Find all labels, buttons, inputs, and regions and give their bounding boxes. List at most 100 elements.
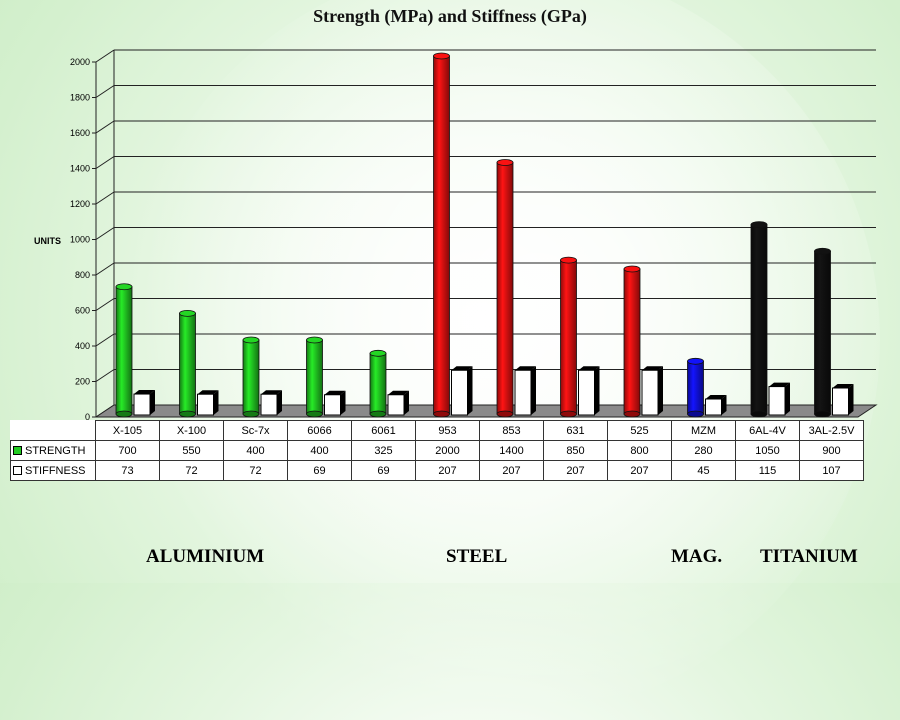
y-tick-label: 1600 (70, 128, 90, 138)
stiffness-value: 69 (351, 460, 416, 481)
strength-bar (433, 52, 450, 418)
stiffness-bar (387, 390, 409, 416)
strength-bar-base (496, 410, 514, 418)
strength-bar-base (814, 410, 831, 418)
stiffness-bar-front (387, 394, 405, 416)
category-label: X-105 (95, 420, 160, 441)
floor (94, 404, 878, 418)
stiffness-value: 69 (287, 460, 352, 481)
strength-bar-top (242, 336, 260, 344)
chart-area: 0 200 400 600 800 1000 1200 1400 1600 1800 2000 UN… (34, 49, 878, 422)
strength-bar-top (687, 357, 704, 365)
y-tick-label: 0 (85, 412, 90, 422)
strength-row-label: STRENGTH (10, 440, 96, 461)
stiffness-bar-front (197, 393, 214, 416)
stiffness-bar-front (451, 369, 468, 416)
stiffness-bar-side (658, 366, 663, 415)
strength-bar-base (369, 410, 387, 418)
strength-bar-body (306, 339, 323, 415)
strength-bar-top (115, 283, 133, 291)
strength-bar-top (750, 221, 768, 229)
stiffness-bar-front (324, 394, 341, 416)
grid-diagonal (95, 191, 115, 205)
strength-bar-body (115, 286, 133, 415)
grid-diagonal (95, 156, 115, 169)
stiffness-bar (197, 390, 219, 416)
strength-bar (306, 336, 323, 418)
stiffness-value: 45 (671, 460, 736, 481)
strength-bar-body (369, 352, 387, 415)
strength-row: STRENGTH 700 550 400 400 325 2000 1400 850 800 28… (10, 440, 864, 461)
strength-bar-body (687, 360, 704, 415)
strength-value: 1400 (479, 440, 544, 461)
strength-value: 550 (159, 440, 224, 461)
stiffness-bar (451, 366, 473, 416)
category-label: 3AL-2.5V (799, 420, 864, 441)
grid-diagonal (95, 333, 115, 347)
stiffness-bar-top (324, 390, 346, 395)
y-tick-label: 1800 (70, 93, 90, 103)
strength-value: 1050 (735, 440, 800, 461)
strength-bar (560, 256, 577, 418)
strength-bar (750, 221, 768, 418)
category-label: X-100 (159, 420, 224, 441)
stiffness-bar (324, 390, 346, 416)
strength-bar-base (433, 410, 450, 418)
grid-diagonal (95, 262, 115, 276)
stiffness-bar (133, 390, 155, 416)
stiffness-bar-front (514, 369, 532, 416)
strength-value: 280 (671, 440, 736, 461)
stiffness-row: STIFFNESS 73 72 72 69 69 207 207 207 207 45 115 107 (10, 460, 864, 481)
strength-bar (814, 247, 831, 418)
stiffness-bar-side (594, 366, 600, 415)
stiffness-label: STIFFNESS (25, 464, 86, 477)
stiffness-bar (514, 366, 536, 416)
stiffness-bar-side (340, 390, 346, 415)
category-row: X-105 X-100 Sc-7x 6066 6061 953 853 631 525 MZM 6A… (11, 420, 864, 441)
stiffness-bar-top (705, 395, 727, 400)
stiffness-value: 115 (735, 460, 800, 481)
stiffness-bar-top (832, 384, 854, 389)
data-table: X-105 X-100 Sc-7x 6066 6061 953 853 631 525 MZM 6A… (10, 420, 864, 481)
stiffness-value: 207 (415, 460, 480, 481)
stiffness-bar (641, 366, 663, 416)
stiffness-row-label: STIFFNESS (10, 460, 96, 481)
strength-bar (115, 283, 133, 418)
stiffness-bar-side (404, 390, 409, 415)
strength-bar-base (242, 410, 260, 418)
strength-bar-top (369, 349, 387, 357)
table-corner (11, 421, 96, 441)
stiffness-value: 72 (223, 460, 288, 481)
stiffness-bar-side (848, 384, 854, 415)
stiffness-value: 72 (159, 460, 224, 481)
strength-bar-base (750, 410, 768, 418)
stiffness-bar-top (769, 382, 790, 387)
category-label: 6066 (287, 420, 352, 441)
y-tick-label: 800 (75, 270, 90, 280)
strength-value: 800 (607, 440, 672, 461)
category-label: 6061 (351, 420, 416, 441)
strength-value: 400 (223, 440, 288, 461)
category-label: MZM (671, 420, 736, 441)
group-label-titanium: TITANIUM (760, 546, 858, 567)
y-tick-label: 400 (75, 341, 90, 351)
stiffness-bar (768, 382, 790, 416)
category-label: 631 (543, 420, 608, 441)
grid-diagonal (95, 120, 115, 134)
grid-lines (95, 49, 876, 418)
strength-bar-body (750, 224, 768, 415)
strength-bar (687, 357, 704, 418)
y-axis: 0 200 400 600 800 1000 1200 1400 1600 1800 2000 (70, 57, 97, 422)
stiffness-bar-front (133, 393, 151, 416)
strength-swatch (13, 446, 22, 456)
strength-value: 2000 (415, 440, 480, 461)
y-tick-label: 1200 (70, 199, 90, 209)
strength-bar-top (623, 265, 641, 273)
stiffness-bar-side (531, 366, 536, 415)
stiffness-bar (260, 390, 282, 416)
strength-bar-base (623, 410, 641, 418)
grid-diagonal (95, 227, 115, 240)
stiffness-bar-top (642, 366, 663, 371)
strength-bar-base (687, 410, 704, 418)
category-label: 953 (415, 420, 480, 441)
